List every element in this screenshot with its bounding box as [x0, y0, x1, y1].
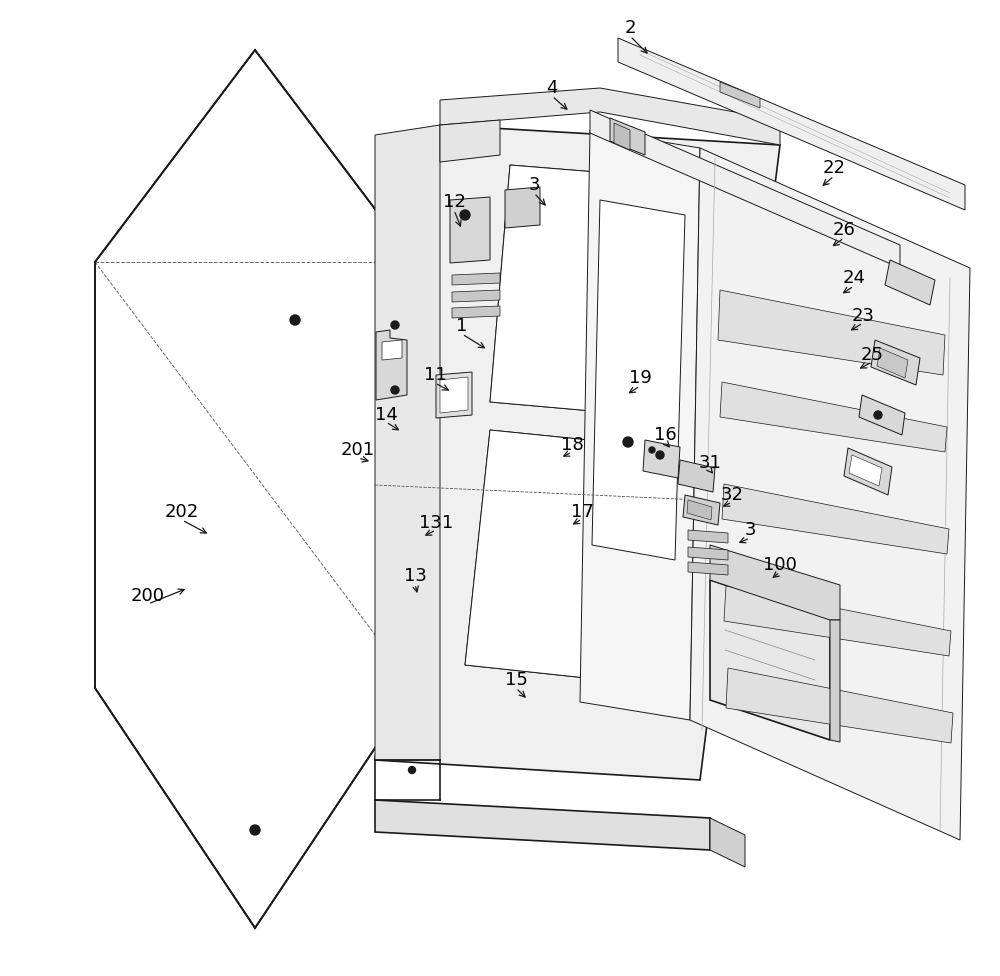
Text: 13: 13 — [404, 567, 426, 585]
Polygon shape — [724, 586, 951, 656]
Text: 1: 1 — [456, 317, 468, 335]
Circle shape — [250, 825, 260, 835]
Polygon shape — [610, 118, 645, 155]
Text: 11: 11 — [424, 366, 446, 384]
Polygon shape — [490, 165, 670, 415]
Text: 19: 19 — [629, 369, 651, 387]
Polygon shape — [450, 197, 490, 263]
Text: 18: 18 — [561, 436, 583, 454]
Text: 4: 4 — [546, 79, 558, 97]
Text: 25: 25 — [860, 346, 884, 364]
Polygon shape — [859, 395, 905, 435]
Polygon shape — [688, 562, 728, 575]
Text: 131: 131 — [419, 514, 453, 532]
Polygon shape — [465, 430, 638, 680]
Polygon shape — [877, 348, 908, 378]
Polygon shape — [440, 120, 500, 162]
Polygon shape — [452, 290, 500, 302]
Polygon shape — [375, 800, 710, 850]
Polygon shape — [618, 38, 965, 210]
Polygon shape — [440, 377, 468, 413]
Circle shape — [656, 451, 664, 459]
Text: 22: 22 — [822, 159, 846, 177]
Polygon shape — [590, 110, 900, 268]
Polygon shape — [720, 382, 947, 452]
Polygon shape — [678, 460, 715, 492]
Polygon shape — [722, 484, 949, 554]
Text: 3: 3 — [528, 176, 540, 194]
Polygon shape — [580, 130, 700, 720]
Polygon shape — [710, 818, 745, 867]
Polygon shape — [643, 440, 680, 478]
Polygon shape — [687, 500, 712, 520]
Polygon shape — [710, 545, 840, 620]
Polygon shape — [452, 306, 500, 318]
Polygon shape — [452, 273, 500, 285]
Text: 14: 14 — [375, 406, 397, 424]
Polygon shape — [720, 82, 760, 108]
Polygon shape — [465, 430, 638, 680]
Text: 201: 201 — [341, 441, 375, 459]
Polygon shape — [726, 668, 953, 743]
Text: 100: 100 — [763, 556, 797, 574]
Circle shape — [460, 210, 470, 220]
Polygon shape — [844, 448, 892, 495]
Polygon shape — [375, 125, 440, 760]
Polygon shape — [688, 547, 728, 560]
Text: 16: 16 — [654, 426, 676, 444]
Text: 200: 200 — [131, 587, 165, 605]
Text: 15: 15 — [505, 671, 527, 689]
Polygon shape — [614, 123, 630, 150]
Polygon shape — [718, 290, 945, 375]
Polygon shape — [683, 495, 720, 525]
Circle shape — [391, 386, 399, 394]
Polygon shape — [885, 260, 935, 305]
Polygon shape — [440, 88, 780, 145]
Text: 31: 31 — [699, 454, 721, 472]
Circle shape — [649, 447, 655, 453]
Polygon shape — [436, 372, 472, 418]
Polygon shape — [375, 125, 780, 780]
Polygon shape — [688, 530, 728, 543]
Polygon shape — [505, 187, 540, 228]
Polygon shape — [382, 340, 402, 360]
Text: 32: 32 — [720, 486, 744, 504]
Polygon shape — [849, 455, 882, 486]
Text: 23: 23 — [852, 307, 874, 325]
Text: 26: 26 — [833, 221, 855, 239]
Text: 2: 2 — [624, 19, 636, 37]
Polygon shape — [592, 200, 685, 560]
Polygon shape — [690, 148, 970, 840]
Circle shape — [874, 411, 882, 419]
Polygon shape — [830, 620, 840, 742]
Circle shape — [391, 321, 399, 329]
Text: 3: 3 — [744, 521, 756, 539]
Polygon shape — [95, 50, 415, 928]
Polygon shape — [710, 580, 830, 740]
Text: 17: 17 — [571, 503, 593, 521]
Polygon shape — [376, 330, 407, 400]
Text: 24: 24 — [842, 269, 866, 287]
Circle shape — [623, 437, 633, 447]
Circle shape — [290, 315, 300, 325]
Text: 202: 202 — [165, 503, 199, 521]
Circle shape — [409, 766, 416, 774]
Polygon shape — [871, 340, 920, 385]
Polygon shape — [490, 165, 670, 415]
Text: 12: 12 — [443, 193, 465, 211]
